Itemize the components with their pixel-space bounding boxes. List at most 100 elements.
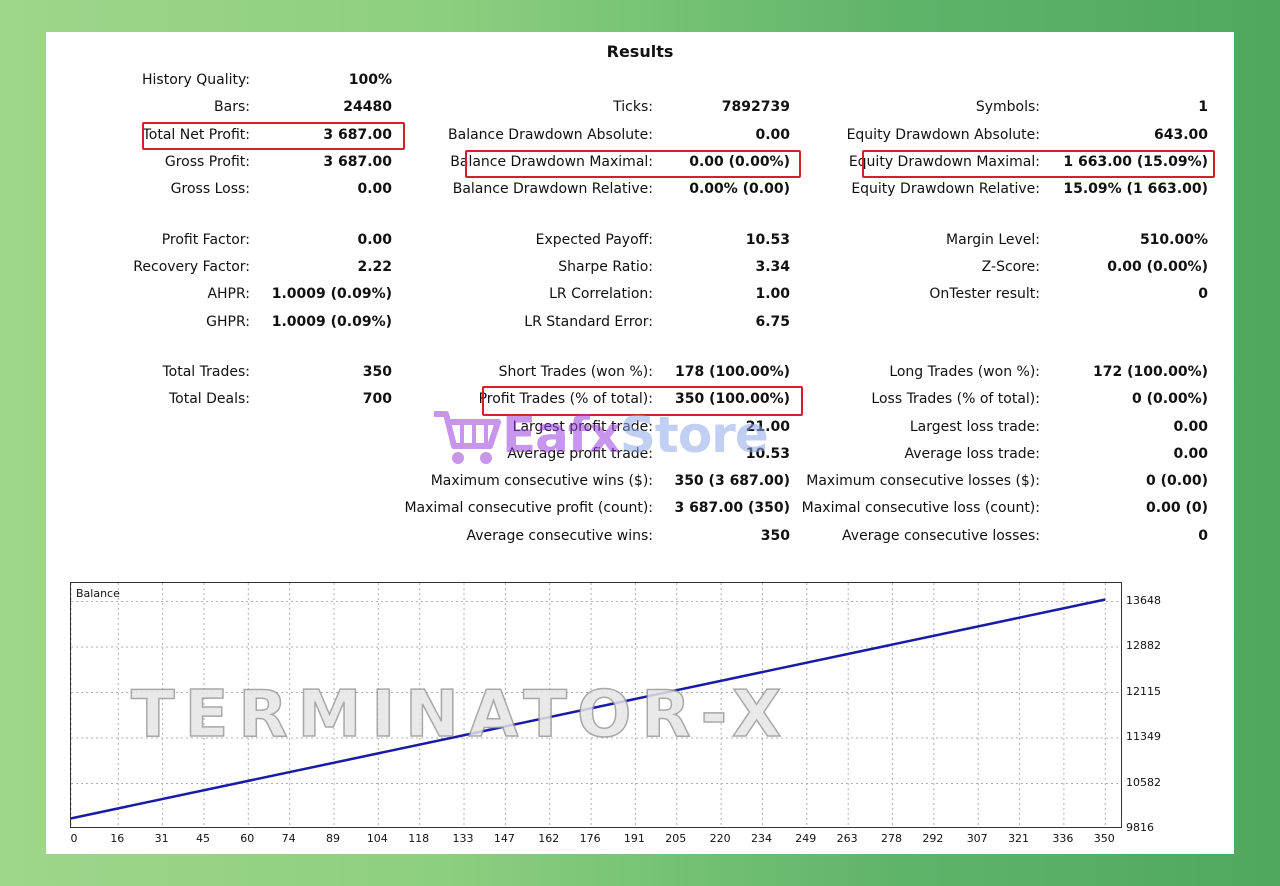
col2-label-10: Largest profit trade: (512, 419, 653, 435)
col1-value-0: 100% (348, 72, 392, 88)
x-tick-label-20: 292 (922, 832, 944, 845)
col3-label-10: Average loss trade: (904, 446, 1040, 462)
balance-series-line-0 (71, 598, 1106, 820)
highlight-profit-trades (482, 386, 803, 416)
col2-label-13: Maximal consecutive profit (count): (404, 500, 653, 516)
col3-value-11: 0 (0.00) (1146, 473, 1208, 489)
col1-value-3: 3 687.00 (323, 154, 392, 170)
col3-label-12: Maximal consecutive loss (count): (801, 500, 1040, 516)
x-tick-label-21: 307 (966, 832, 988, 845)
y-tick-label-0: 9816 (1126, 821, 1154, 834)
col1-value-4: 0.00 (357, 181, 392, 197)
col1-label-0: History Quality: (142, 72, 250, 88)
col2-value-14: 350 (760, 528, 790, 544)
col2-value-4: 10.53 (745, 232, 790, 248)
col2-label-9: Profit Trades (% of total): (478, 391, 653, 407)
x-tick-label-18: 263 (836, 832, 858, 845)
col3-label-7: Long Trades (won %): (889, 364, 1040, 380)
col2-value-7: 6.75 (755, 314, 790, 330)
x-tick-label-7: 104 (366, 832, 388, 845)
col3-label-6: OnTester result: (929, 286, 1040, 302)
col2-value-10: 21.00 (745, 419, 790, 435)
results-title: Results (606, 42, 674, 61)
y-tick-label-4: 12882 (1126, 638, 1161, 652)
col3-value-10: 0.00 (1173, 446, 1208, 462)
col1-label-10: Total Deals: (168, 391, 250, 407)
col2-value-0: 7892739 (721, 99, 790, 115)
col1-value-9: 350 (362, 364, 392, 380)
col2-value-5: 3.34 (755, 259, 790, 275)
x-tick-label-24: 350 (1093, 832, 1115, 845)
col2-label-4: Expected Payoff: (535, 232, 653, 248)
x-tick-label-15: 220 (709, 832, 731, 845)
col3-value-4: 510.00% (1139, 232, 1208, 248)
col2-value-2: 0.00 (0.00%) (689, 154, 790, 170)
col1-value-7: 1.0009 (0.09%) (271, 286, 392, 302)
col2-label-1: Balance Drawdown Absolute: (448, 127, 653, 143)
col3-value-12: 0.00 (0) (1146, 500, 1208, 516)
col2-label-7: LR Standard Error: (524, 314, 653, 330)
col3-value-2: 1 663.00 (15.09%) (1063, 154, 1208, 170)
col3-value-3: 15.09% (1 663.00) (1063, 181, 1208, 197)
col1-value-2: 3 687.00 (323, 127, 392, 143)
highlight-total-net-profit (142, 122, 405, 150)
y-tick-label-3: 12115 (1126, 684, 1161, 698)
x-tick-label-10: 147 (493, 832, 515, 845)
store-watermark: EafxStore (502, 406, 769, 464)
chart-logo-watermark: TERMINATOR-X (130, 677, 792, 753)
col2-value-13: 3 687.00 (350) (674, 500, 790, 516)
x-tick-label-8: 118 (408, 832, 430, 845)
col1-label-1: Bars: (214, 99, 250, 115)
col1-value-1: 24480 (343, 99, 392, 115)
x-tick-label-1: 16 (110, 832, 125, 845)
col1-label-4: Gross Loss: (170, 181, 250, 197)
col3-label-5: Z-Score: (981, 259, 1040, 275)
results-panel: Results History Quality: 100% Bars: 24480 To… (46, 32, 1234, 854)
col3-label-0: Symbols: (975, 99, 1040, 115)
col2-value-1: 0.00 (755, 127, 790, 143)
x-tick-label-4: 60 (240, 832, 255, 845)
col2-value-8: 178 (100.00%) (675, 364, 790, 380)
x-tick-label-5: 74 (281, 832, 296, 845)
col1-label-5: Profit Factor: (161, 232, 250, 248)
col2-value-3: 0.00% (0.00) (689, 181, 790, 197)
highlight-equity-drawdown-maximal (862, 150, 1215, 178)
col3-label-2: Equity Drawdown Maximal: (848, 154, 1040, 170)
col3-value-8: 0 (0.00%) (1132, 391, 1208, 407)
x-tick-label-12: 176 (579, 832, 601, 845)
y-tick-label-2: 11349 (1126, 729, 1161, 743)
cart-icon (434, 411, 501, 464)
col1-label-8: GHPR: (206, 314, 250, 330)
col1-label-7: AHPR: (207, 286, 250, 302)
col3-label-11: Maximum consecutive losses ($): (806, 473, 1040, 489)
balance-chart-plot (71, 583, 1121, 827)
col3-label-8: Loss Trades (% of total): (871, 391, 1040, 407)
y-tick-label-5: 13648 (1126, 593, 1161, 607)
col2-value-6: 1.00 (755, 286, 790, 302)
x-tick-label-3: 45 (195, 832, 210, 845)
col1-label-9: Total Trades: (162, 364, 251, 380)
col1-label-2: Total Net Profit: (142, 127, 250, 143)
col2-label-8: Short Trades (won %): (498, 364, 653, 380)
x-tick-label-11: 162 (538, 832, 560, 845)
chart-title: Balance (76, 587, 120, 600)
col1-value-5: 0.00 (357, 232, 392, 248)
col3-value-1: 643.00 (1153, 127, 1208, 143)
col2-label-11: Average profit trade: (507, 446, 653, 462)
x-tick-label-23: 336 (1052, 832, 1074, 845)
store-watermark-a: Eafx (502, 406, 621, 464)
col3-label-9: Largest loss trade: (909, 419, 1040, 435)
col3-label-1: Equity Drawdown Absolute: (846, 127, 1040, 143)
col1-value-10: 700 (362, 391, 392, 407)
col3-value-9: 0.00 (1173, 419, 1208, 435)
col1-label-6: Recovery Factor: (133, 259, 250, 275)
col3-label-13: Average consecutive losses: (842, 528, 1040, 544)
col3-value-7: 172 (100.00%) (1093, 364, 1208, 380)
x-tick-label-16: 234 (750, 832, 772, 845)
x-tick-label-2: 31 (154, 832, 169, 845)
col2-value-12: 350 (3 687.00) (674, 473, 790, 489)
col3-value-5: 0.00 (0.00%) (1107, 259, 1208, 275)
col2-value-11: 10.53 (745, 446, 790, 462)
x-tick-label-9: 133 (452, 832, 474, 845)
col2-label-3: Balance Drawdown Relative: (452, 181, 653, 197)
